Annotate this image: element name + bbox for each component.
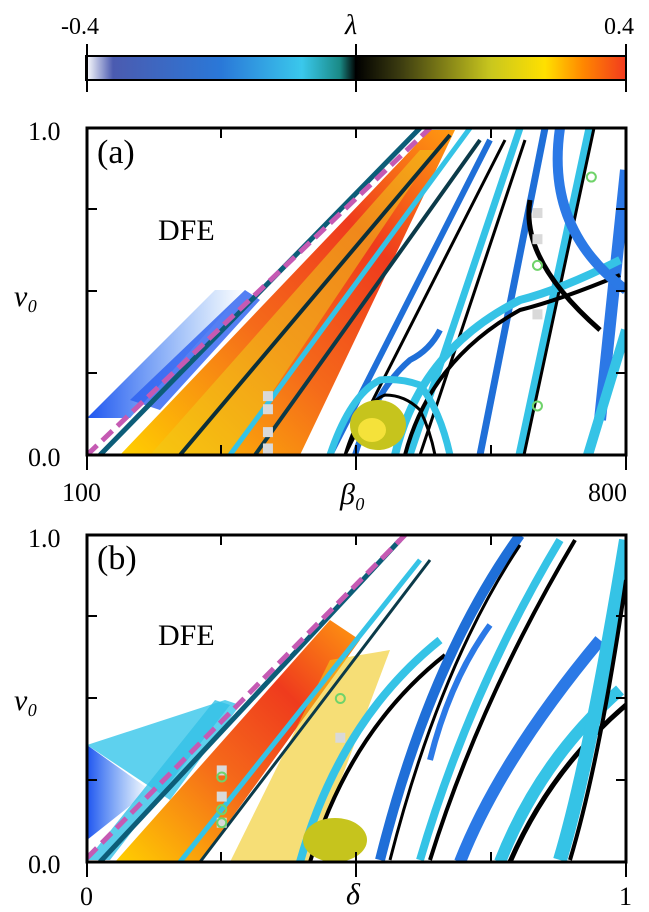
ticks-a (86, 128, 627, 470)
y-tick-label-b-bottom: 0.0 (28, 850, 61, 879)
circle-marker (531, 400, 543, 412)
y-axis-label-a: v₀ (14, 280, 38, 313)
circle-marker (216, 804, 228, 816)
boundary-line-b (87, 535, 407, 860)
circle-marker (334, 693, 346, 704)
x-axis-label-b: δ (346, 878, 360, 911)
circle-marker (216, 771, 228, 783)
x-tick-label-a-left: 100 (62, 478, 101, 507)
colorbar-label: λ (345, 10, 358, 41)
square-marker (262, 404, 273, 415)
circle-marker (216, 817, 228, 829)
region-label-b: DFE (158, 619, 215, 652)
square-marker (532, 208, 543, 219)
region-label-a: DFE (158, 214, 215, 247)
markers-layer (216, 171, 597, 829)
y-axis-label-b: v₀ (14, 684, 38, 717)
x-tick-label-b-left: 0 (80, 882, 93, 911)
square-marker (262, 391, 273, 402)
square-marker (216, 765, 227, 776)
ticks-b (86, 535, 627, 877)
colorbar-min-label: -0.4 (61, 14, 99, 40)
boundary-line-a (87, 128, 432, 455)
colorbar-max-label: 0.4 (604, 14, 634, 40)
square-marker (262, 427, 273, 438)
y-tick-label-b-top: 1.0 (28, 524, 61, 553)
square-marker (216, 817, 227, 828)
heatmap-a (87, 128, 626, 455)
y-tick-label-a-top: 1.0 (28, 117, 61, 146)
y-tick-label-a-bottom: 0.0 (28, 443, 61, 472)
circle-marker (585, 171, 597, 183)
x-axis-label-a: β₀ (340, 478, 366, 511)
circle-marker (531, 259, 543, 271)
square-marker (532, 309, 543, 320)
x-tick-label-b-right: 1 (619, 882, 632, 911)
square-marker (216, 791, 227, 802)
square-marker (262, 443, 273, 454)
panel-label-a: (a) (97, 134, 135, 171)
heatmap-b (87, 535, 626, 862)
panel-label-b: (b) (97, 540, 137, 577)
square-marker (335, 732, 346, 743)
square-marker (532, 234, 543, 245)
x-tick-label-a-right: 800 (588, 478, 627, 507)
